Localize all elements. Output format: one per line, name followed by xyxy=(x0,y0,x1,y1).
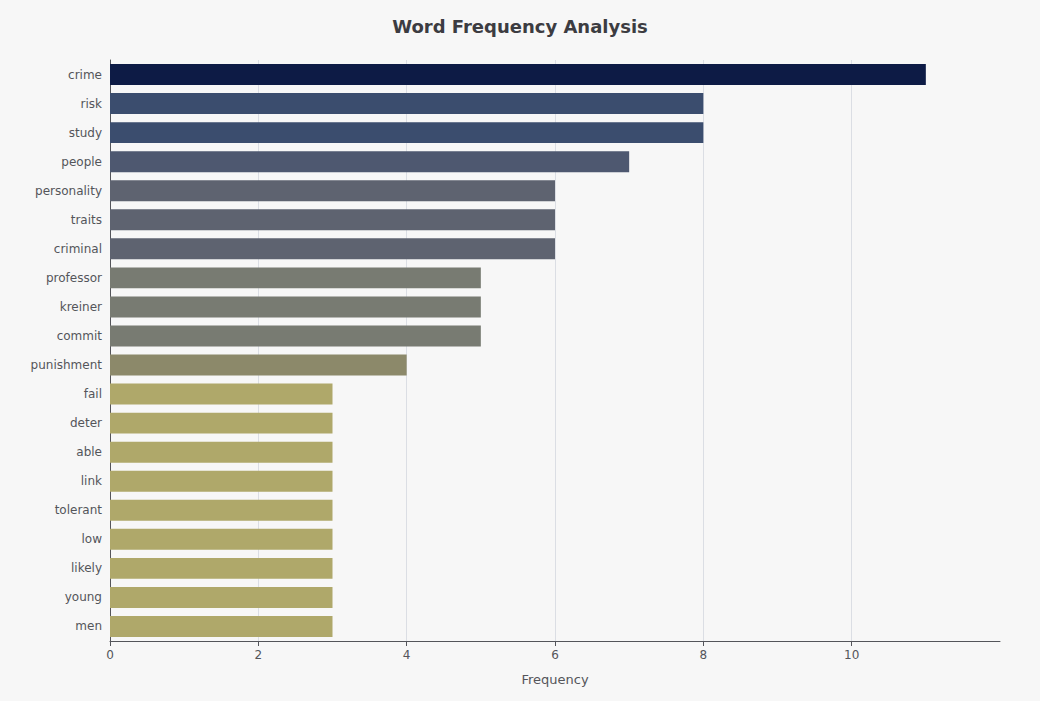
svg-text:Word Frequency Analysis: Word Frequency Analysis xyxy=(392,16,648,37)
svg-text:commit: commit xyxy=(57,329,103,343)
svg-text:2: 2 xyxy=(255,648,263,662)
svg-text:professor: professor xyxy=(46,271,102,285)
svg-text:deter: deter xyxy=(70,416,102,430)
svg-text:people: people xyxy=(61,155,102,169)
svg-text:8: 8 xyxy=(700,648,708,662)
svg-text:fail: fail xyxy=(84,387,102,401)
svg-text:traits: traits xyxy=(71,213,102,227)
svg-text:able: able xyxy=(76,445,102,459)
svg-text:6: 6 xyxy=(551,648,559,662)
svg-text:criminal: criminal xyxy=(54,242,102,256)
svg-text:young: young xyxy=(65,590,102,604)
svg-text:crime: crime xyxy=(68,68,102,82)
svg-text:study: study xyxy=(69,126,102,140)
svg-text:Frequency: Frequency xyxy=(521,672,588,687)
svg-text:link: link xyxy=(81,474,102,488)
svg-text:4: 4 xyxy=(403,648,411,662)
svg-text:10: 10 xyxy=(844,648,859,662)
svg-text:men: men xyxy=(75,619,102,633)
svg-text:low: low xyxy=(82,532,103,546)
svg-text:likely: likely xyxy=(71,561,102,575)
svg-text:personality: personality xyxy=(35,184,102,198)
svg-text:punishment: punishment xyxy=(31,358,103,372)
svg-text:risk: risk xyxy=(81,97,103,111)
svg-text:kreiner: kreiner xyxy=(60,300,102,314)
svg-text:tolerant: tolerant xyxy=(55,503,103,517)
svg-text:0: 0 xyxy=(106,648,114,662)
